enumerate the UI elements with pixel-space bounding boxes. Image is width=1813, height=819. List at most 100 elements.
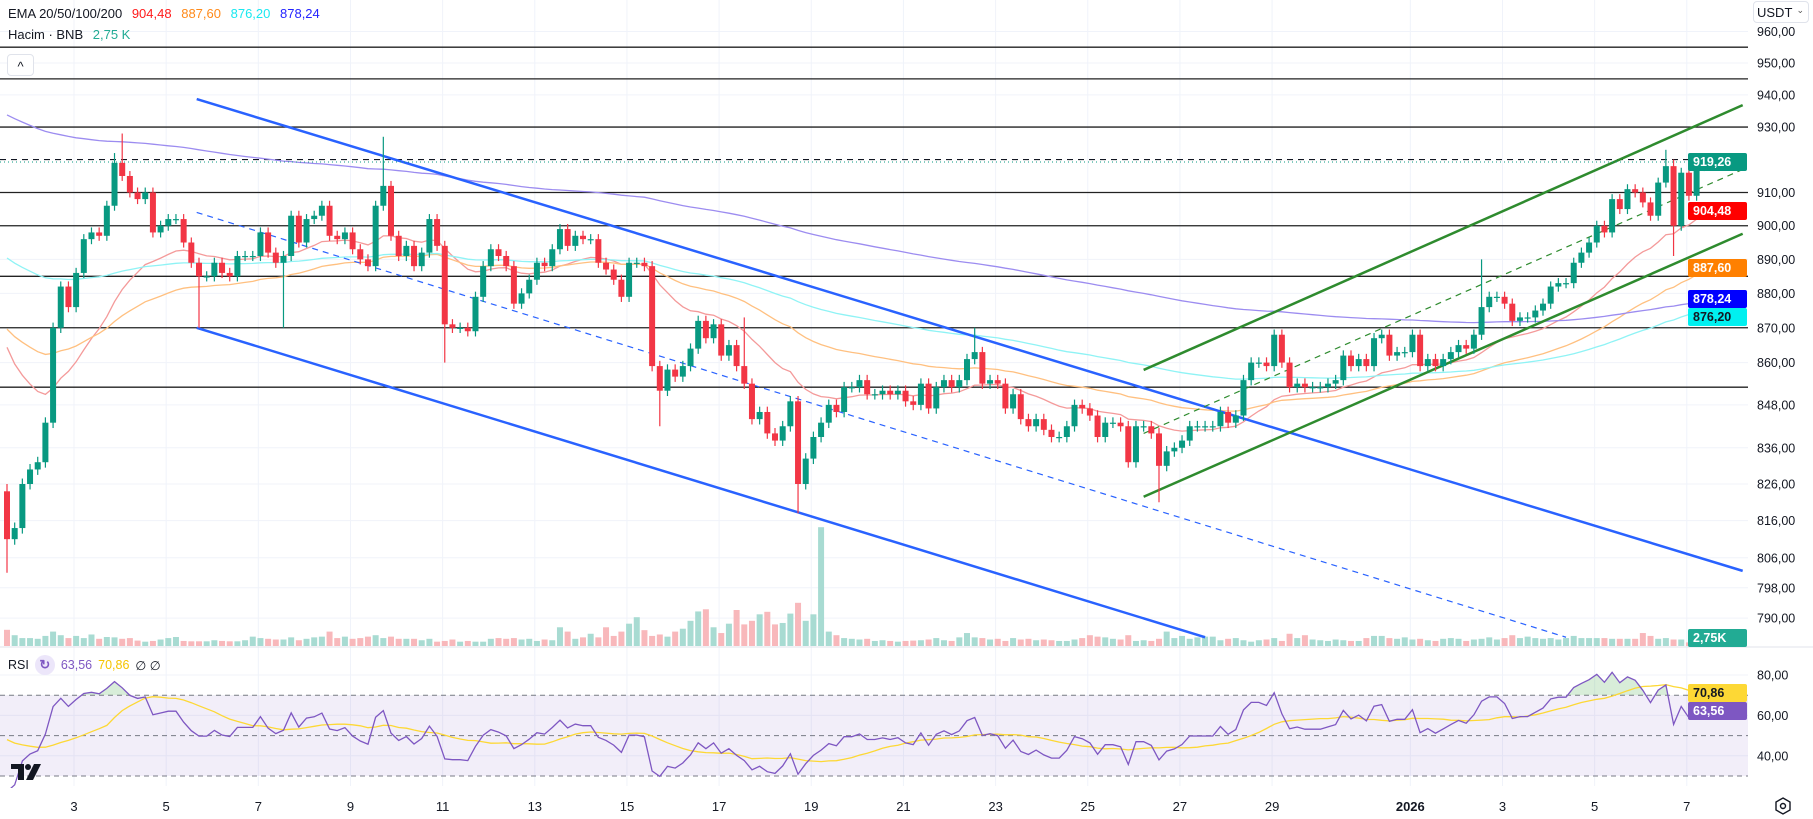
volume-bar	[626, 623, 633, 646]
ema100-badge: 876,20	[1688, 308, 1747, 327]
candle-body	[1540, 303, 1546, 311]
volume-bar	[741, 624, 748, 646]
time-axis-label: 5	[163, 799, 170, 814]
candle-body	[649, 266, 656, 367]
candle	[871, 388, 878, 400]
volume-bar	[1179, 635, 1186, 646]
candle	[956, 374, 963, 393]
volume-bar	[1025, 638, 1032, 646]
candle	[88, 227, 95, 245]
candle-body	[925, 383, 932, 409]
candle	[50, 322, 57, 429]
candle-body	[1286, 362, 1293, 388]
candle-body	[910, 401, 917, 405]
volume-bar	[157, 639, 164, 646]
time-axis-label: 11	[436, 799, 450, 814]
candle-body	[1255, 362, 1262, 364]
candle-body	[1125, 426, 1132, 463]
candle-body	[1094, 415, 1101, 437]
volume-legend[interactable]: Hacim · BNB 2,75 K	[8, 27, 136, 42]
volume-bar	[1102, 637, 1109, 646]
candle	[42, 417, 49, 468]
candle-body	[364, 259, 371, 267]
candle	[1532, 305, 1539, 323]
candle-body	[1002, 383, 1009, 409]
volume-bar	[1171, 638, 1178, 646]
candle-body	[1301, 383, 1308, 388]
candle-body	[88, 232, 95, 240]
candle-body	[257, 232, 264, 256]
candle-body	[1501, 296, 1508, 304]
candle-body	[180, 219, 187, 243]
candle	[334, 230, 341, 245]
volume-bar	[1532, 638, 1539, 646]
candle-body	[818, 422, 825, 437]
volume-bar	[933, 638, 940, 646]
candle	[756, 406, 763, 425]
candle-body	[349, 232, 356, 250]
candle-body	[702, 320, 709, 339]
candle	[695, 315, 702, 354]
volume-bar	[564, 631, 571, 646]
candle	[580, 230, 586, 245]
candle	[825, 399, 832, 429]
candle	[1232, 410, 1239, 429]
volume-bar	[1263, 639, 1270, 646]
candle-body	[11, 528, 18, 540]
volume-bar	[917, 640, 924, 646]
ema-legend[interactable]: EMA 20/50/100/200 904,48 887,60 876,20 8…	[8, 6, 326, 21]
candle	[464, 322, 471, 337]
candle	[1455, 339, 1462, 358]
candle-body	[979, 352, 986, 384]
candle	[1033, 413, 1040, 432]
ema200-badge: 878,24	[1688, 290, 1747, 309]
price-axis-label: 900,00	[1757, 219, 1795, 233]
volume-bar	[165, 638, 172, 646]
volume-bar	[764, 611, 771, 646]
candle	[1348, 350, 1354, 372]
volume-bar	[964, 633, 970, 646]
volume-bar	[871, 640, 878, 646]
volume-bar	[1509, 635, 1516, 646]
candle-body	[126, 175, 133, 193]
volume-bar	[480, 641, 487, 646]
candle	[1094, 410, 1101, 443]
candle-body	[34, 462, 41, 470]
volume-bar	[1271, 638, 1278, 646]
volume-bar	[1332, 639, 1339, 646]
volume-bar	[42, 635, 49, 646]
candle	[1601, 220, 1608, 238]
candle-body	[1348, 355, 1354, 367]
collapse-legend-button[interactable]: ^	[7, 54, 34, 76]
volume-bar	[88, 634, 95, 646]
volume-bar	[411, 638, 418, 646]
candle	[1555, 278, 1562, 292]
volume-bar	[902, 640, 909, 646]
volume-bar	[549, 640, 556, 646]
volume-bar	[257, 638, 264, 646]
candle	[702, 315, 709, 344]
candle	[242, 250, 249, 262]
candle	[1440, 353, 1447, 372]
currency-dropdown[interactable]: USDT ⌄	[1753, 1, 1809, 23]
candle	[180, 214, 187, 248]
candle	[1424, 353, 1431, 372]
volume-bar	[1132, 640, 1139, 646]
candle-body	[887, 390, 894, 395]
volume-bar	[987, 639, 994, 646]
settings-gear-icon[interactable]	[1773, 796, 1793, 816]
volume-bar	[1202, 636, 1209, 646]
candle-body	[334, 235, 341, 240]
price-axis-label: 910,00	[1757, 186, 1795, 200]
candle	[303, 214, 310, 248]
rsi-legend[interactable]: RSI ↻ 63,56 70,86 ∅ ∅	[8, 655, 161, 675]
rsi-refresh-icon[interactable]: ↻	[34, 655, 55, 675]
candle-body	[149, 192, 156, 233]
volume-legend-value: 2,75 K	[92, 27, 131, 42]
candle	[73, 267, 80, 313]
candle-body	[1616, 199, 1623, 210]
candle-body	[27, 469, 34, 485]
candle-body	[157, 225, 164, 233]
volume-bar	[119, 638, 126, 646]
